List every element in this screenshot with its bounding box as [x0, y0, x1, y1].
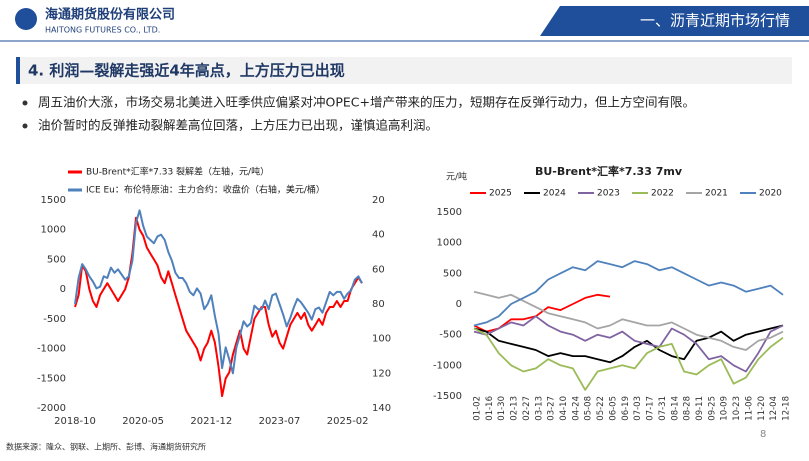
x-tick-label: 09-25 [707, 396, 717, 421]
x-tick-label: 01-30 [497, 396, 507, 421]
x-tick-label: 04-24 [571, 396, 581, 421]
x-tick-label: 10-23 [732, 396, 742, 421]
x-tick-label: 12-18 [782, 396, 792, 421]
y-tick-label: 500 [443, 268, 462, 279]
x-tick-label: 2018-10 [54, 416, 96, 427]
heading-box [16, 57, 792, 84]
y-tick-label: -500 [439, 330, 462, 341]
legend-label: ICE Eu：布伦特原油：主力合约：收盘价（右轴，美元/桶） [86, 184, 325, 196]
y-tick-label: -1000 [433, 360, 462, 371]
y2-tick-label: 80 [372, 299, 385, 310]
x-tick-label: 02-13 [510, 396, 520, 421]
company-en: HAITONG FUTURES CO., LTD. [45, 26, 160, 35]
x-tick-label: 07-03 [633, 396, 643, 421]
x-tick-label: 01-02 [473, 396, 483, 421]
x-tick-label: 07-31 [658, 396, 668, 421]
series-line [473, 290, 784, 351]
bullet-dot [22, 100, 28, 106]
legend-label: 2022 [651, 189, 674, 199]
y-tick-label: -2000 [37, 403, 66, 414]
heading: 4. 利润—裂解走强近4年高点，上方压力已出现 [28, 62, 345, 80]
x-tick-label: 01-16 [485, 396, 495, 421]
bullet: 油价暂时的反弹推动裂解差高位回落，上方压力已出现，谨慎追高利润。 [38, 118, 438, 133]
series-line [473, 315, 784, 373]
legend-label: 2025 [489, 189, 512, 199]
bullet-dot [22, 123, 28, 129]
x-tick-label: 11-20 [757, 396, 767, 421]
y2-tick-label: 60 [372, 264, 385, 275]
x-tick-label: 08-28 [683, 396, 693, 421]
y-tick-label: -1000 [37, 344, 66, 355]
bullet: 周五油价大涨，市场交易北美进入旺季供应偏紧对冲OPEC+增产带来的压力，短期存在… [38, 95, 695, 110]
y-tick-label: 1000 [41, 225, 66, 236]
y-tick-label: -1500 [433, 391, 462, 402]
series-line [74, 216, 363, 398]
x-tick-label: 07-17 [646, 396, 656, 421]
x-tick-label: 03-13 [534, 396, 544, 421]
x-tick-label: 06-19 [621, 396, 631, 421]
legend-label: 2021 [705, 189, 728, 199]
x-tick-label: 05-22 [596, 396, 606, 421]
x-tick-label: 03-27 [547, 396, 557, 421]
x-tick-label: 11-06 [744, 396, 754, 421]
y-tick-label: 1000 [437, 238, 462, 249]
x-tick-label: 12-04 [769, 396, 779, 421]
y-tick-label: -1500 [37, 373, 66, 384]
x-tick-label: 04-10 [559, 396, 569, 421]
chart-title: BU-Brent*汇率*7.33 7mv [535, 164, 683, 178]
x-tick-label: 05-08 [584, 396, 594, 421]
y2-tick-label: 140 [372, 403, 391, 414]
y-tick-label: 0 [60, 284, 66, 295]
legend-label: 2024 [543, 189, 566, 199]
company: 海通期货股份有限公司 [45, 7, 175, 23]
x-tick-label: 09-11 [695, 396, 705, 421]
banner [540, 6, 809, 36]
legend-label: 2023 [597, 189, 620, 199]
page-number: 8 [760, 429, 766, 440]
series-line [473, 324, 784, 364]
x-tick-label: 08-14 [670, 396, 680, 421]
y2-tick-label: 20 [372, 195, 385, 206]
y-tick-label: 1500 [437, 207, 462, 218]
legend-label: BU-Brent*汇率*7.33 裂解差（左轴，元/吨） [86, 166, 269, 178]
y-tick-label: 0 [456, 299, 462, 310]
x-tick-label: 06-05 [608, 396, 618, 421]
legend-label: 2020 [759, 189, 782, 199]
y-tick-label: 500 [47, 254, 66, 265]
y2-tick-label: 120 [372, 368, 391, 379]
logo [15, 8, 37, 30]
x-tick-label: 2025-02 [327, 416, 369, 427]
y-axis-label: 元/吨 [446, 171, 467, 183]
series-line [473, 260, 784, 327]
heading-accent [16, 57, 20, 84]
section-title: 一、沥青近期市场行情 [640, 12, 790, 30]
y-tick-label: -500 [43, 314, 66, 325]
y-tick-label: 1500 [41, 195, 66, 206]
footer: 数据来源：隆众、钢联、上期所、彭博、海通期货研究所 [6, 442, 206, 452]
y2-tick-label: 100 [372, 334, 391, 345]
y2-tick-label: 40 [372, 230, 385, 241]
x-tick-label: 02-27 [522, 396, 532, 421]
x-tick-label: 10-09 [720, 396, 730, 421]
series-line [74, 209, 363, 375]
x-tick-label: 2020-05 [122, 416, 164, 427]
series-line [473, 293, 611, 333]
x-tick-label: 2021-12 [190, 416, 232, 427]
x-tick-label: 2023-07 [259, 416, 301, 427]
series-line [473, 327, 784, 391]
